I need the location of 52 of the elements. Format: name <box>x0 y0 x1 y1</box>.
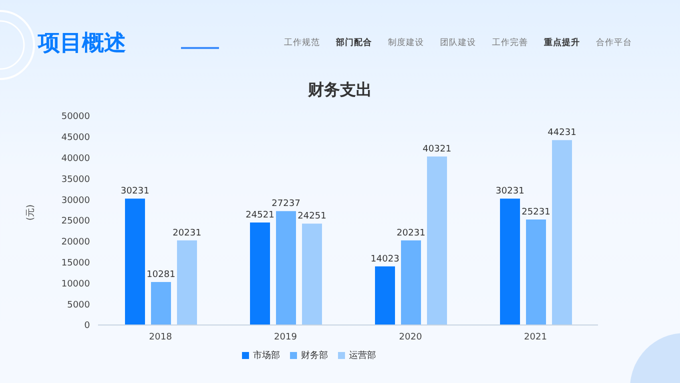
data-label: 10281 <box>146 270 176 280</box>
bar <box>526 220 546 325</box>
y-axis-title: (元) <box>25 204 36 220</box>
bar <box>552 140 572 325</box>
bar <box>125 198 145 325</box>
x-tick-label: 2018 <box>149 332 172 342</box>
y-tick-label: 45000 <box>61 133 90 144</box>
data-label: 20231 <box>396 228 426 238</box>
y-tick-label: 0 <box>84 321 90 332</box>
legend-label: 运营部 <box>349 351 376 361</box>
text: 重点提升 <box>544 37 580 49</box>
y-tick-label: 5000 <box>67 300 90 310</box>
bar <box>401 240 421 325</box>
bar <box>276 211 296 325</box>
bar <box>250 222 270 325</box>
y-tick-label: 50000 <box>61 112 90 122</box>
bar <box>427 156 447 325</box>
x-tick-label: 2021 <box>524 332 547 342</box>
text: 团队建设 <box>440 37 476 49</box>
y-tick-label: 35000 <box>61 174 90 185</box>
data-label: 40321 <box>422 144 452 154</box>
text: 部门配合 <box>336 37 372 49</box>
legend-label: 市场部 <box>253 351 280 361</box>
bar <box>151 282 171 325</box>
x-tick-label: 2020 <box>399 332 422 342</box>
data-label: 20231 <box>172 228 202 238</box>
data-label: 14023 <box>370 254 400 264</box>
x-tick-label: 2019 <box>274 332 298 342</box>
y-tick-label: 20000 <box>61 238 90 248</box>
bar <box>177 240 197 325</box>
bar <box>375 266 395 325</box>
bar <box>500 198 520 325</box>
data-label: 25231 <box>522 208 550 218</box>
text: 合作平台 <box>596 37 632 49</box>
data-label: 30231 <box>120 186 150 197</box>
y-tick-label: 25000 <box>61 216 90 227</box>
text: 工作完善 <box>492 37 528 49</box>
chart-title: 财务支出 <box>306 80 373 101</box>
data-label: 30231 <box>496 186 524 197</box>
data-label: 27237 <box>272 199 300 210</box>
data-label: 24521 <box>246 210 274 220</box>
data-label: 24251 <box>298 212 326 222</box>
text: 项目概述 <box>38 30 126 58</box>
y-tick-label: 15000 <box>61 258 90 268</box>
text: 制度建设 <box>388 37 424 49</box>
bar <box>302 224 322 325</box>
text: 工作规范 <box>284 37 320 49</box>
y-tick-label: 10000 <box>61 279 90 290</box>
y-tick-label: 30000 <box>61 196 90 206</box>
y-tick-label: 40000 <box>61 154 90 164</box>
legend-label: 财务部 <box>301 351 328 361</box>
data-label: 44231 <box>548 128 576 138</box>
